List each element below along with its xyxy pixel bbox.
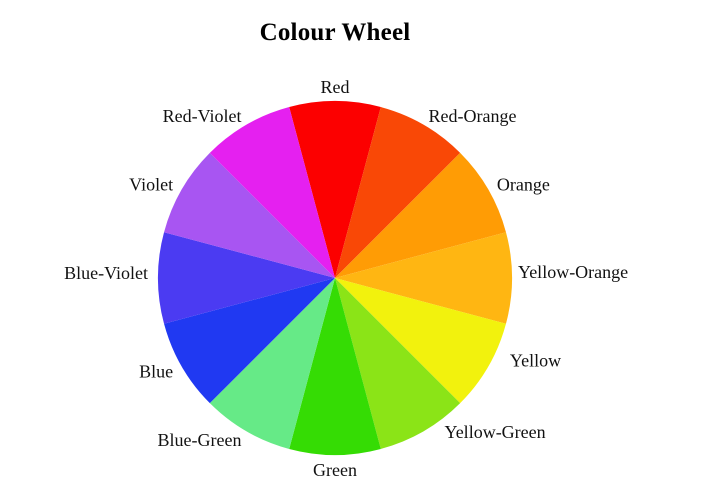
- wheel-label-violet: Violet: [129, 175, 173, 195]
- wheel-segment-blue-green: [209, 278, 335, 449]
- wheel-segment-violet: [164, 152, 335, 278]
- wheel-label-green: Green: [313, 460, 357, 480]
- wheel-segment-green: [289, 278, 381, 456]
- wheel-label-red-orange: Red-Orange: [429, 106, 517, 126]
- wheel-segment-red-violet: [209, 107, 335, 278]
- wheel-segment-blue: [164, 278, 335, 404]
- wheel-segment-yellow-orange: [335, 232, 513, 324]
- wheel-label-blue: Blue: [139, 362, 173, 382]
- wheel-segment-yellow: [335, 278, 506, 404]
- wheel-label-red-violet: Red-Violet: [163, 106, 242, 126]
- wheel-segment-red-orange: [335, 107, 461, 278]
- wheel-label-yellow: Yellow: [510, 351, 561, 371]
- wheel-segment-orange: [335, 152, 506, 278]
- wheel-label-yellow-green: Yellow-Green: [445, 422, 546, 442]
- page-title: Colour Wheel: [259, 19, 411, 46]
- wheel-segment-yellow-green: [335, 278, 461, 449]
- wheel-label-yellow-orange: Yellow-Orange: [518, 262, 628, 282]
- wheel-segment-red: [289, 100, 381, 279]
- wheel-label-orange: Orange: [497, 175, 550, 195]
- wheel-segment-blue-violet: [157, 232, 335, 324]
- wheel-label-red: Red: [321, 77, 350, 97]
- wheel-label-blue-green: Blue-Green: [158, 430, 242, 450]
- wheel-label-blue-violet: Blue-Violet: [64, 263, 148, 283]
